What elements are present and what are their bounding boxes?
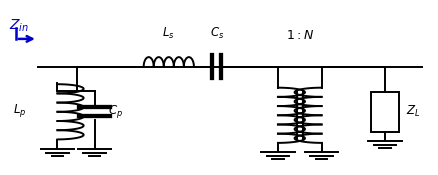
Text: $C_p$: $C_p$ [108,103,123,120]
Text: $C_s$: $C_s$ [210,26,224,41]
Bar [371,92,399,132]
Text: $Z_{in}$: $Z_{in}$ [10,18,29,34]
Text: $1 : N$: $1 : N$ [286,29,314,42]
Text: $Z_L$: $Z_L$ [406,104,420,119]
Text: $L_s$: $L_s$ [162,26,175,41]
Text: $L_p$: $L_p$ [13,102,26,119]
